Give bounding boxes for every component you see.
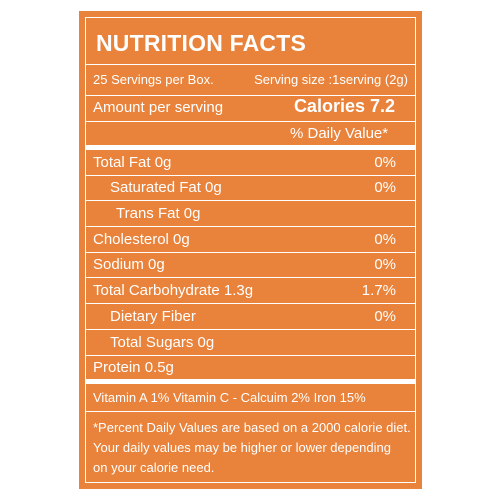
nutrient-name: Dietary Fiber (110, 308, 196, 325)
footnote-line: Your daily values may be higher or lower… (93, 440, 391, 455)
divider (86, 175, 415, 176)
servings-per-container: 25 Servings per Box. (93, 72, 214, 87)
thick-divider (86, 145, 415, 150)
nutrient-daily-value: 0% (374, 154, 396, 171)
label-title: NUTRITION FACTS (96, 30, 306, 56)
amount-per-serving-label: Amount per serving (93, 99, 224, 116)
nutrient-name: Cholesterol 0g (93, 231, 190, 248)
nutrition-label: NUTRITION FACTS 25 Servings per Box. Ser… (79, 11, 422, 489)
nutrient-daily-value: 0% (374, 179, 396, 196)
divider (86, 411, 415, 412)
nutrient-name: Sodium 0g (93, 256, 165, 273)
nutrient-daily-value: 0% (374, 308, 396, 325)
thick-divider (86, 379, 415, 384)
vitamins-line: Vitamin A 1% Vitamin C - Calcuim 2% Iron… (93, 390, 366, 405)
serving-size: Serving size :1serving (2g) (254, 72, 408, 87)
divider (86, 277, 415, 278)
divider (86, 226, 415, 227)
nutrient-name: Total Fat 0g (93, 154, 172, 171)
nutrient-name: Total Sugars 0g (110, 334, 215, 351)
daily-value-header: % Daily Value* (290, 125, 389, 142)
label-frame: NUTRITION FACTS 25 Servings per Box. Ser… (85, 17, 416, 483)
divider (86, 355, 415, 356)
divider (86, 64, 415, 65)
nutrient-daily-value: 0% (374, 231, 396, 248)
divider (86, 329, 415, 330)
footnote-line: *Percent Daily Values are based on a 200… (93, 420, 411, 435)
divider (86, 252, 415, 253)
footnote-line: on your calorie need. (93, 460, 215, 475)
divider (86, 303, 415, 304)
divider (86, 121, 415, 122)
calories-value: Calories 7.2 (293, 96, 395, 116)
nutrient-daily-value: 1.7% (361, 282, 396, 299)
nutrient-name: Saturated Fat 0g (110, 179, 222, 196)
nutrient-name: Protein 0.5g (93, 359, 174, 376)
divider (86, 200, 415, 201)
nutrient-daily-value: 0% (374, 256, 396, 273)
nutrient-name: Trans Fat 0g (116, 205, 201, 222)
nutrient-name: Total Carbohydrate 1.3g (93, 282, 254, 299)
divider (86, 95, 415, 96)
